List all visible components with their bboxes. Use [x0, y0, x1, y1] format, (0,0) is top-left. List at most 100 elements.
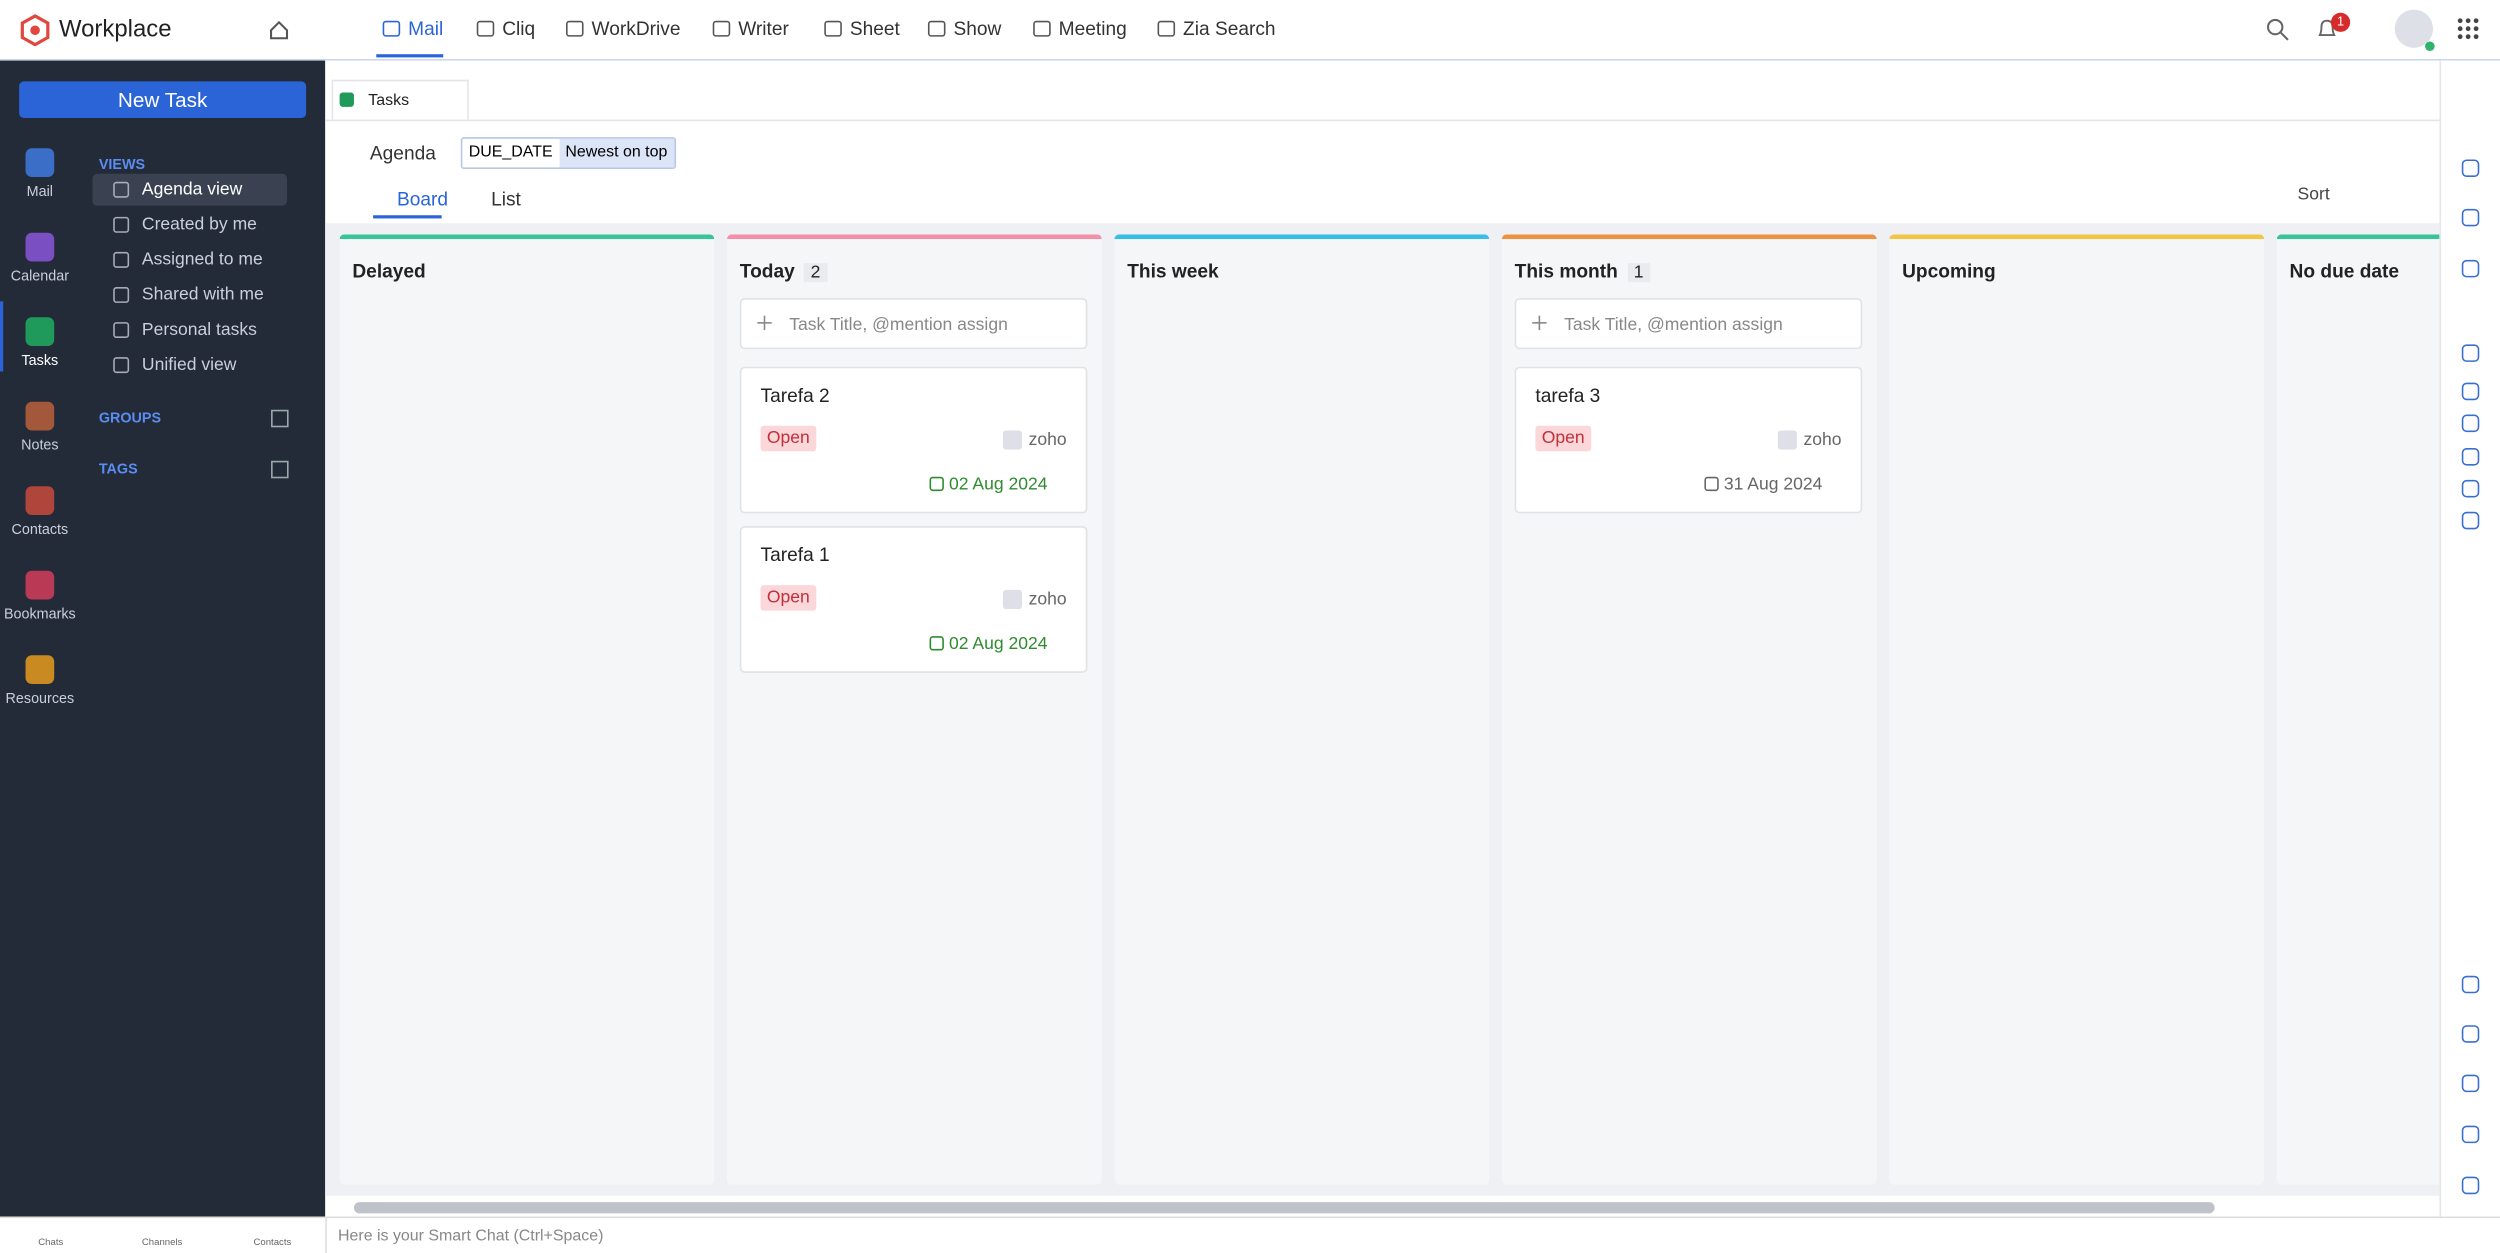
column-title: No due date — [2290, 260, 2399, 282]
app-label: Mail — [26, 183, 54, 200]
side-tool[interactable] — [2461, 159, 2480, 177]
column-title: Today 2 — [740, 260, 827, 283]
add-group[interactable] — [271, 409, 289, 428]
app-label: Contacts — [11, 521, 69, 538]
board-column: Upcoming — [1889, 234, 2265, 1185]
apps-grid[interactable] — [2457, 18, 2479, 40]
nav-item[interactable]: Mail — [408, 17, 444, 40]
view-icon — [113, 216, 130, 233]
app-label: Notes — [21, 436, 59, 453]
task-card[interactable]: tarefa 3 Open zoho 31 Aug 2024 — [1514, 366, 1863, 514]
contacts[interactable]: Contacts — [253, 1238, 292, 1249]
heading: VIEWS — [98, 156, 146, 173]
groups-heading[interactable]: GROUPS — [98, 409, 162, 426]
quick-add-input[interactable]: Task Title, @mention assign — [739, 298, 1088, 350]
board-column: This week — [1114, 234, 1490, 1185]
side-tool[interactable] — [2461, 382, 2480, 401]
search-icon[interactable] — [2266, 18, 2290, 42]
channels[interactable]: Channels — [141, 1238, 183, 1249]
column-title: This week — [1127, 260, 1218, 282]
nav-icon — [712, 20, 731, 37]
nav-item[interactable]: Meeting — [1058, 17, 1127, 40]
task-status: Open — [1535, 425, 1592, 452]
sort-button[interactable]: Sort — [2297, 184, 2330, 205]
brand[interactable]: Workplace — [58, 15, 172, 44]
side-tool[interactable] — [2461, 1074, 2480, 1093]
board: Delayed Today 2 Task Title, @mention assign… — [325, 223, 2440, 1196]
nav-item[interactable]: Sheet — [849, 17, 900, 40]
board-tab[interactable]: Board — [397, 188, 449, 211]
view-item[interactable]: Shared with me — [141, 285, 264, 305]
app-item[interactable]: Calendar — [0, 232, 80, 284]
side-tool[interactable] — [2461, 344, 2480, 362]
nav-icon — [824, 20, 842, 37]
bottom-bar: Chats Channels Contacts Here is your Sma… — [0, 1216, 2500, 1253]
app-icon — [25, 486, 55, 515]
view-icon — [113, 181, 130, 198]
due-icon — [929, 636, 944, 651]
view-icon — [113, 357, 130, 374]
column-title: This month 1 — [1515, 260, 1650, 283]
tab-divider — [325, 119, 2440, 122]
view-item[interactable]: Created by me — [141, 215, 257, 235]
side-tool[interactable] — [2461, 1025, 2480, 1043]
app-icon — [25, 570, 55, 600]
view-item[interactable]: Assigned to me — [141, 250, 263, 270]
nav-item[interactable]: Show — [953, 17, 1002, 40]
side-tool[interactable] — [2461, 1125, 2480, 1144]
add-tag[interactable] — [271, 460, 289, 479]
plus-icon — [763, 315, 766, 331]
app-label: Resources — [5, 690, 75, 707]
board-column: No due date — [2276, 234, 2440, 1185]
app-item[interactable]: Contacts — [0, 486, 80, 537]
task-owner: zoho — [1803, 430, 1842, 450]
task-due: 02 Aug 2024 — [948, 634, 1048, 654]
app-icon — [25, 317, 55, 346]
app-item[interactable]: Resources — [0, 655, 80, 706]
nav-item[interactable]: Zia Search — [1183, 17, 1276, 40]
scrollbar[interactable] — [353, 1202, 2215, 1214]
list-tab[interactable]: List — [491, 188, 521, 211]
nav-item[interactable]: Cliq — [502, 17, 536, 40]
app-item[interactable]: Notes — [0, 401, 80, 453]
status-dot — [2425, 41, 2435, 52]
task-status: Open — [760, 585, 817, 611]
nav-item[interactable]: Writer — [738, 17, 789, 40]
view-item[interactable]: Unified view — [141, 355, 237, 375]
task-owner: zoho — [1028, 430, 1067, 450]
app-item[interactable]: Tasks — [0, 317, 80, 368]
app-item[interactable]: Mail — [0, 148, 80, 199]
side-tool[interactable] — [2461, 479, 2480, 498]
nav-item[interactable]: WorkDrive — [591, 17, 681, 40]
column-name: Delayed — [352, 259, 426, 283]
side-tool[interactable] — [2461, 414, 2480, 433]
divider — [325, 1218, 327, 1253]
tab[interactable]: Tasks — [331, 79, 469, 120]
due-icon — [1704, 476, 1719, 492]
agenda-label[interactable]: Agenda — [369, 141, 436, 165]
app-rail: Mail Calendar Tasks Notes Contacts Bookmarks R… — [0, 61, 80, 1217]
quick-add-input[interactable]: Task Title, @mention assign — [1514, 298, 1863, 350]
smart-chat[interactable]: Here is your Smart Chat (Ctrl+Space) — [338, 1227, 604, 1246]
task-title: Tarefa 2 — [760, 384, 830, 407]
task-card[interactable]: Tarefa 1 Open zoho 02 Aug 2024 — [739, 526, 1088, 673]
side-tool[interactable] — [2461, 259, 2480, 278]
new-task-button[interactable]: New Task — [19, 81, 307, 118]
tags-heading[interactable]: TAGS — [98, 460, 138, 477]
home-icon[interactable] — [268, 19, 290, 41]
view-item[interactable]: Agenda view — [92, 173, 287, 206]
avatar[interactable] — [2394, 9, 2434, 48]
chats[interactable]: Chats — [38, 1238, 64, 1249]
sort-field: DUE_DATE — [468, 143, 553, 162]
task-card[interactable]: Tarefa 2 Open zoho 02 Aug 2024 — [739, 366, 1088, 514]
sort-chip[interactable]: DUE_DATE Newest on top — [460, 137, 676, 170]
side-tool[interactable] — [2461, 208, 2480, 227]
side-tool[interactable] — [2461, 448, 2480, 466]
side-tool[interactable] — [2461, 511, 2480, 530]
side-tool[interactable] — [2461, 975, 2480, 994]
bell-icon[interactable] — [2315, 18, 2339, 42]
view-item[interactable]: Personal tasks — [141, 320, 257, 340]
app-item[interactable]: Bookmarks — [0, 570, 80, 622]
side-tool[interactable] — [2461, 1176, 2480, 1195]
